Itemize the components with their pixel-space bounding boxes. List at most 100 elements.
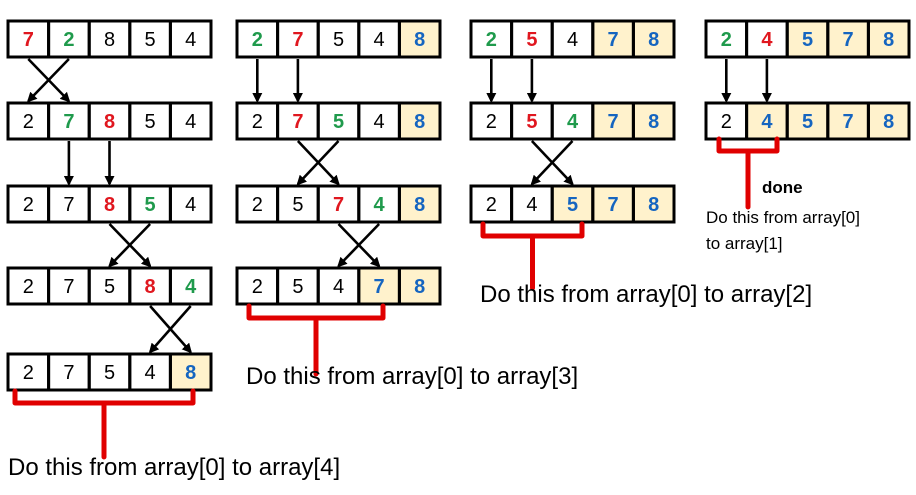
cell-value: 4 xyxy=(761,29,773,51)
sorted-cell-fill xyxy=(592,186,634,222)
cell-value: 5 xyxy=(292,276,303,298)
sorted-cell-fill xyxy=(633,21,674,57)
range-bracket xyxy=(246,303,386,377)
swap-arrow xyxy=(296,140,340,186)
cell-value: 8 xyxy=(883,111,894,133)
cell-value: 8 xyxy=(185,362,196,384)
array-cell xyxy=(866,101,911,141)
swap-arrow xyxy=(108,223,152,268)
range-bracket xyxy=(12,388,196,460)
cell-value: 2 xyxy=(63,29,74,51)
cell-value: 2 xyxy=(252,111,263,133)
sorted-cell-fill xyxy=(868,103,909,139)
sorted-cell-backgrounds xyxy=(170,21,909,390)
cell-value: 5 xyxy=(145,29,156,51)
cell-value: 4 xyxy=(374,194,386,216)
cell-value: 5 xyxy=(802,29,813,51)
cell-value: 8 xyxy=(414,194,425,216)
array-cell xyxy=(397,266,442,306)
cell-value: 8 xyxy=(145,276,156,298)
cell-value: 2 xyxy=(721,111,732,133)
cell-value: 4 xyxy=(761,111,773,133)
cell-value: 5 xyxy=(802,111,813,133)
caption-pass-4-line-1: Do this from array[0] xyxy=(706,208,860,227)
array-cell xyxy=(397,19,442,59)
cell-value: 5 xyxy=(104,276,115,298)
sorted-cell-fill xyxy=(827,21,869,57)
range-brackets xyxy=(12,136,780,460)
cell-value: 5 xyxy=(292,194,303,216)
array-cell xyxy=(866,19,911,59)
array-cell xyxy=(168,352,213,392)
sorted-cell-fill xyxy=(592,103,634,139)
cell-value: 4 xyxy=(526,194,537,216)
cell-value: 5 xyxy=(145,111,156,133)
caption-pass-3: Do this from array[0] to array[2] xyxy=(480,281,812,308)
transition-arrows xyxy=(26,58,772,354)
cell-value: 5 xyxy=(567,194,578,216)
sorted-cell-fill xyxy=(827,103,869,139)
cell-value: 5 xyxy=(333,29,344,51)
sorted-cell-fill xyxy=(552,186,593,222)
cell-value: 2 xyxy=(252,29,263,51)
cell-value: 2 xyxy=(23,194,34,216)
cell-value: 8 xyxy=(104,29,115,51)
caption-pass-2: Do this from array[0] to array[3] xyxy=(246,363,578,390)
sorted-cell-fill xyxy=(399,186,440,222)
cell-value: 2 xyxy=(721,29,732,51)
range-bracket xyxy=(480,221,585,291)
array-cell xyxy=(168,266,213,306)
cell-value: 7 xyxy=(63,276,74,298)
caption-pass-4-line-2: to array[1] xyxy=(706,234,783,253)
sorted-cell-fill xyxy=(358,268,400,304)
cell-value: 2 xyxy=(486,29,497,51)
cell-value: 7 xyxy=(333,194,344,216)
array-cell xyxy=(168,101,213,141)
cell-value: 4 xyxy=(333,276,344,298)
array-cell xyxy=(631,101,676,141)
swap-arrow xyxy=(337,223,381,268)
sorted-cell-fill xyxy=(399,103,440,139)
sorted-cell-fill xyxy=(746,103,788,139)
cell-value: 2 xyxy=(23,362,34,384)
cell-value: 4 xyxy=(567,111,579,133)
cell-value: 8 xyxy=(104,111,115,133)
cell-value: 2 xyxy=(23,276,34,298)
cell-value: 8 xyxy=(414,276,425,298)
labels: Do this from array[0] to array[4] Do thi… xyxy=(8,178,860,481)
cell-value: 4 xyxy=(374,29,385,51)
cell-value: 7 xyxy=(292,111,303,133)
sorted-cell-fill xyxy=(170,354,211,390)
cell-value: 8 xyxy=(883,29,894,51)
cell-value: 8 xyxy=(648,29,659,51)
sorted-cell-fill xyxy=(633,103,674,139)
cell-value: 2 xyxy=(23,111,34,133)
cell-value: 7 xyxy=(374,276,385,298)
cell-value: 4 xyxy=(374,111,385,133)
cell-value: 5 xyxy=(104,362,115,384)
cell-value: 7 xyxy=(608,29,619,51)
sorted-cell-fill xyxy=(787,103,828,139)
cell-value: 8 xyxy=(648,194,659,216)
cell-value: 4 xyxy=(567,29,578,51)
cell-value: 5 xyxy=(526,111,537,133)
done-label: done xyxy=(762,178,803,197)
cell-value: 4 xyxy=(185,111,196,133)
cell-value: 2 xyxy=(252,194,263,216)
cell-value: 4 xyxy=(185,194,196,216)
cell-value: 7 xyxy=(843,29,854,51)
array-cell xyxy=(397,101,442,141)
cell-value: 8 xyxy=(104,194,115,216)
cell-value: 7 xyxy=(63,194,74,216)
cell-value: 2 xyxy=(252,276,263,298)
sorted-cell-fill xyxy=(592,21,634,57)
cell-value: 8 xyxy=(648,111,659,133)
swap-arrow xyxy=(149,305,193,354)
array-cell xyxy=(168,19,213,59)
array-cell xyxy=(168,184,213,224)
array-cell xyxy=(397,184,442,224)
cell-value: 5 xyxy=(526,29,537,51)
array-cell xyxy=(631,19,676,59)
